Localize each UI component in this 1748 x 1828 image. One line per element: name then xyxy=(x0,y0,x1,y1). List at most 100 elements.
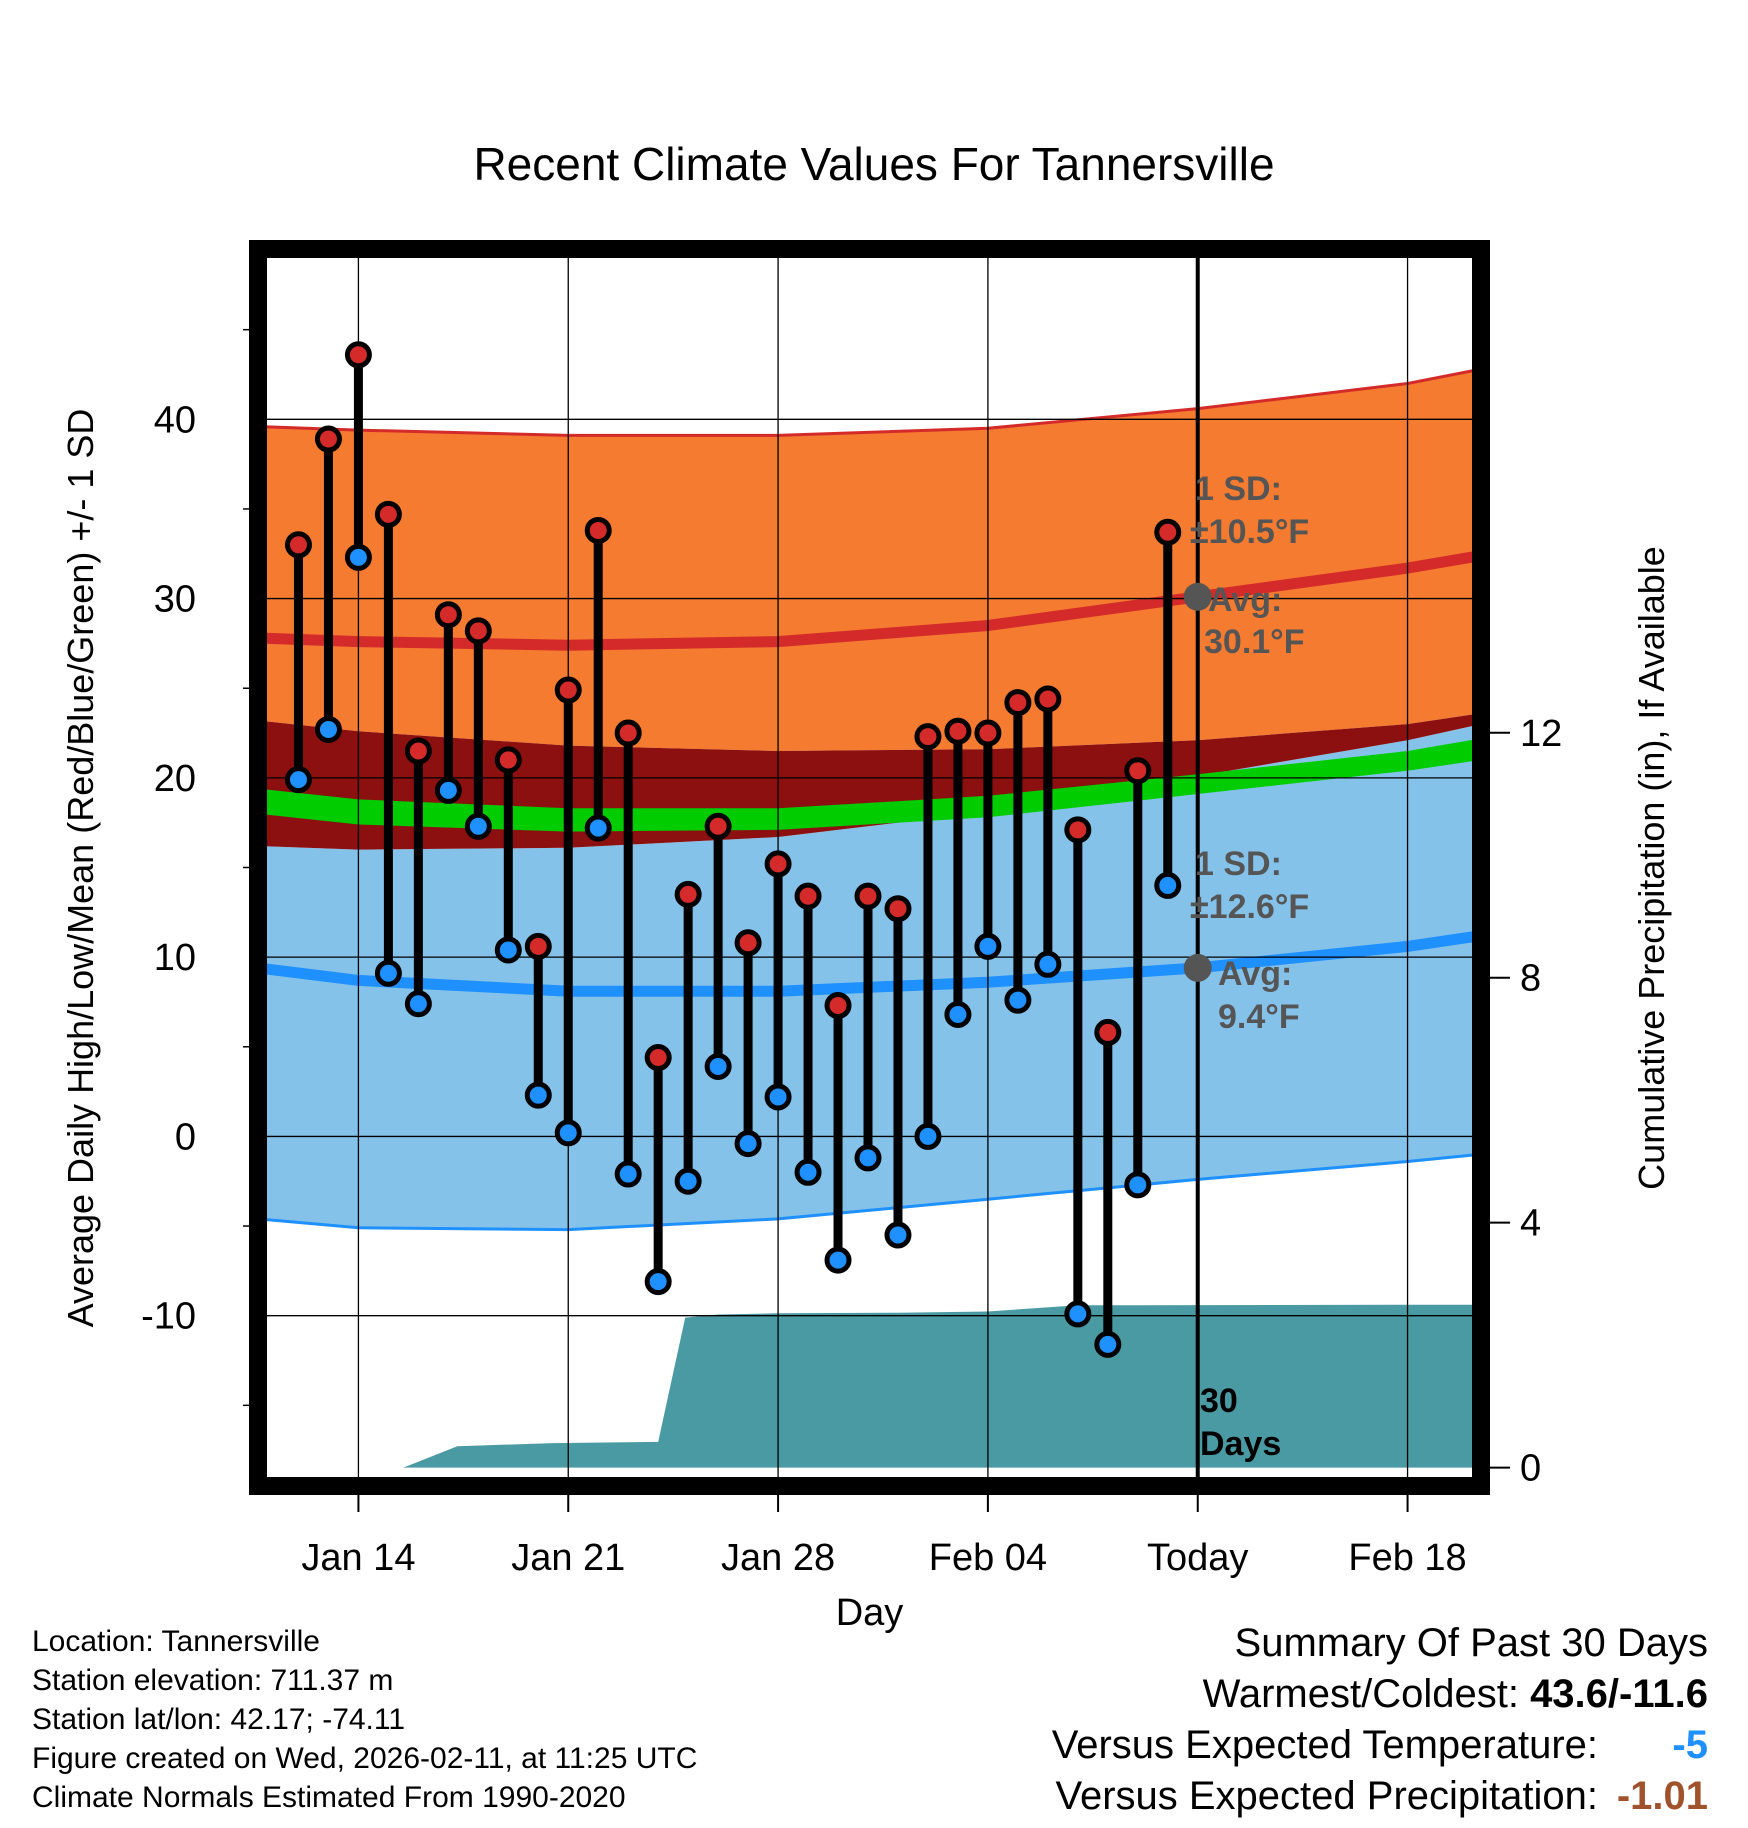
low-point xyxy=(314,715,342,743)
chart-title: Recent Climate Values For Tannersville xyxy=(473,138,1275,190)
high-upper-line xyxy=(258,367,1481,437)
y-tick-label: 0 xyxy=(175,1116,196,1158)
y-axis-label: Average Daily High/Low/Mean (Red/Blue/Gr… xyxy=(60,409,101,1328)
high-point xyxy=(644,1044,672,1072)
days-label-text: Days xyxy=(1200,1425,1281,1463)
low-point xyxy=(914,1122,942,1150)
low-point xyxy=(944,1001,972,1029)
low-point xyxy=(974,932,1002,960)
y2-tick-label: 8 xyxy=(1520,958,1541,1000)
high-point xyxy=(734,929,762,957)
y2-axis-label: Cumulative Precipitation (in), If Availa… xyxy=(1631,546,1672,1190)
low-point xyxy=(524,1081,552,1109)
low-point xyxy=(614,1160,642,1188)
x-tick-label: Jan 14 xyxy=(301,1537,415,1579)
low-point xyxy=(794,1158,822,1186)
y-tick-label: 40 xyxy=(154,399,196,441)
high-point xyxy=(1064,816,1092,844)
high-point xyxy=(494,746,522,774)
high-point xyxy=(914,723,942,751)
low-point xyxy=(404,990,432,1018)
low-point xyxy=(494,936,522,964)
low-point xyxy=(674,1167,702,1195)
high-point xyxy=(944,717,972,745)
low-avg-label: Avg: xyxy=(1218,955,1292,993)
high-point xyxy=(974,719,1002,747)
low-point xyxy=(344,543,372,571)
high-point xyxy=(524,932,552,960)
created-text: Figure created on Wed, 2026-02-11, at 11… xyxy=(32,1742,698,1775)
warmest-coldest-label: Warmest/Coldest: xyxy=(1202,1672,1531,1716)
days-label-number: 30 xyxy=(1200,1382,1238,1420)
low-point xyxy=(1124,1171,1152,1199)
x-tick-label: Today xyxy=(1147,1537,1248,1579)
high-point xyxy=(854,882,882,910)
high-point xyxy=(464,617,492,645)
station-info: Location: Tannersville Station elevation… xyxy=(32,1622,697,1817)
high-point xyxy=(314,425,342,453)
high-point xyxy=(1154,518,1182,546)
low-point xyxy=(554,1119,582,1147)
high-point xyxy=(404,737,432,765)
low-point xyxy=(884,1221,912,1249)
high-point xyxy=(584,516,612,544)
warmest-coldest-value: 43.6/-11.6 xyxy=(1530,1672,1708,1716)
high-point xyxy=(344,341,372,369)
x-tick-label: Feb 04 xyxy=(929,1537,1047,1579)
low-point xyxy=(284,766,312,794)
low-avg-value: 9.4°F xyxy=(1218,998,1300,1036)
high-avg-label: Avg: xyxy=(1208,581,1282,619)
precip-deviation-row: Versus Expected Precipitation: -1.01 xyxy=(1052,1771,1708,1822)
high-point xyxy=(764,850,792,878)
x-tick-label: Jan 28 xyxy=(721,1537,835,1579)
low-avg-dot xyxy=(1183,953,1212,982)
high-point xyxy=(284,531,312,559)
low-point xyxy=(704,1052,732,1080)
low-point xyxy=(434,776,462,804)
high-point xyxy=(434,601,462,629)
low-point xyxy=(464,812,492,840)
y-tick-label: 20 xyxy=(154,758,196,800)
high-point xyxy=(794,882,822,910)
low-point xyxy=(374,959,402,987)
high-avg-value: 30.1°F xyxy=(1204,623,1305,661)
normals-text: Climate Normals Estimated From 1990-2020 xyxy=(32,1781,626,1814)
low-sd-value: ±12.6°F xyxy=(1190,888,1309,926)
x-axis-label: Day xyxy=(836,1592,904,1634)
low-lower-line xyxy=(258,1152,1481,1232)
low-point xyxy=(854,1144,882,1172)
low-point xyxy=(824,1246,852,1274)
high-avg-dot xyxy=(1183,582,1212,611)
low-point xyxy=(734,1130,762,1158)
low-point xyxy=(584,814,612,842)
low-sd-label: 1 SD: xyxy=(1195,845,1282,883)
elevation-text: Station elevation: 711.37 m xyxy=(32,1664,394,1697)
high-point xyxy=(1094,1018,1122,1046)
summary-heading: Summary Of Past 30 Days xyxy=(1234,1621,1708,1665)
y-tick-label: -10 xyxy=(141,1296,196,1338)
low-point xyxy=(1154,871,1182,899)
high-sd-label: 1 SD: xyxy=(1195,470,1282,508)
high-point xyxy=(824,992,852,1020)
high-point xyxy=(1034,685,1062,713)
plot-frame xyxy=(249,240,1490,1495)
high-point xyxy=(704,812,732,840)
precip-area xyxy=(258,1304,1481,1468)
high-point xyxy=(674,880,702,908)
y2-tick-label: 12 xyxy=(1520,713,1562,755)
x-tick-label: Feb 18 xyxy=(1348,1537,1466,1579)
temp-deviation-row: Versus Expected Temperature: -5 xyxy=(1052,1720,1708,1771)
latlon-text: Station lat/lon: 42.17; -74.11 xyxy=(32,1703,406,1736)
summary-panel: Summary Of Past 30 Days Warmest/Coldest:… xyxy=(1052,1618,1708,1822)
low-point xyxy=(1094,1330,1122,1358)
y2-tick-label: 4 xyxy=(1520,1203,1541,1245)
x-tick-label: Jan 21 xyxy=(511,1537,625,1579)
precip-deviation-value: -1.01 xyxy=(1616,1774,1708,1818)
y-tick-label: 30 xyxy=(154,579,196,621)
high-sd-band xyxy=(258,369,1481,751)
low-point xyxy=(764,1083,792,1111)
low-point xyxy=(1034,950,1062,978)
location-text: Location: Tannersville xyxy=(32,1625,320,1658)
high-point xyxy=(614,719,642,747)
